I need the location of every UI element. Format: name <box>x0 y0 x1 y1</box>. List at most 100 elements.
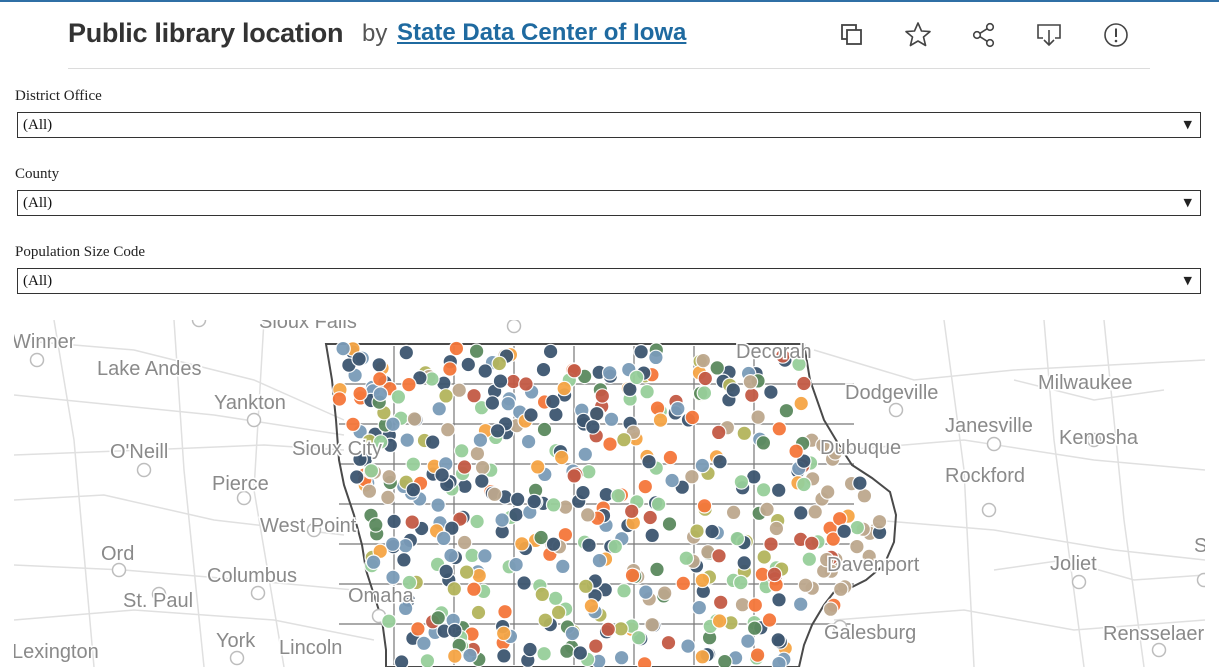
place-label: Pierce <box>212 473 269 495</box>
city-marker <box>306 522 322 538</box>
place-label: Lake Andes <box>97 358 202 380</box>
city-marker <box>1071 574 1087 590</box>
library-dot <box>397 600 414 617</box>
library-dot <box>345 416 361 433</box>
library-dot <box>819 484 836 500</box>
county-value: (All) <box>23 195 53 211</box>
library-dot <box>594 388 611 404</box>
road-line <box>53 320 95 667</box>
chevron-down-icon: ▼ <box>1183 118 1192 131</box>
library-dot <box>581 537 597 553</box>
road-line <box>14 444 345 456</box>
library-dot <box>771 655 787 667</box>
road-network <box>14 320 1205 667</box>
library-dot <box>652 412 669 428</box>
library-dot <box>733 474 750 490</box>
road-line <box>14 564 355 591</box>
library-dot <box>729 530 746 547</box>
library-dot <box>424 434 441 450</box>
library-dot <box>770 632 786 648</box>
library-dot <box>397 537 414 554</box>
library-dot <box>607 538 624 555</box>
library-dot <box>684 409 701 426</box>
population-size-code-select[interactable]: (All) ▼ <box>17 268 1201 294</box>
population-size-code-label: Population Size Code <box>15 244 145 260</box>
library-dot <box>585 419 601 435</box>
library-dot <box>533 529 549 546</box>
library-dot <box>697 370 714 387</box>
road-line <box>253 320 285 667</box>
library-dot <box>545 393 561 410</box>
library-dot <box>405 456 422 472</box>
library-dot <box>494 512 510 528</box>
library-dot <box>331 391 348 407</box>
library-dot <box>796 375 812 392</box>
library-dot <box>472 432 489 448</box>
map-canvas[interactable]: Sioux Falls Winner Lake Andes Yankton O'Neil… <box>14 320 1205 667</box>
library-dot <box>457 478 473 495</box>
library-dot <box>743 387 760 403</box>
library-dot <box>564 625 581 642</box>
place-label: Rensselaer <box>1103 623 1205 645</box>
library-dot <box>352 385 368 402</box>
library-dot <box>732 574 749 591</box>
share-icon[interactable] <box>969 20 999 50</box>
library-dot <box>747 597 764 613</box>
city-marker <box>136 462 152 478</box>
library-dot <box>371 356 387 373</box>
library-dot <box>443 520 460 536</box>
library-dot <box>796 476 812 493</box>
library-dot <box>386 513 402 530</box>
place-label: Lincoln <box>279 637 342 659</box>
library-dot <box>446 581 463 597</box>
place-label: Lexington <box>14 641 99 663</box>
library-dot <box>766 566 783 583</box>
library-dot <box>624 567 641 584</box>
library-dot <box>815 437 831 453</box>
place-label: Rockford <box>945 465 1025 487</box>
library-dot <box>553 449 570 466</box>
district-office-select[interactable]: (All) ▼ <box>17 112 1201 138</box>
library-dot <box>791 356 807 373</box>
library-dot <box>710 424 727 441</box>
library-dot <box>613 649 630 666</box>
library-dot <box>456 534 473 551</box>
library-dot <box>644 527 660 544</box>
library-dot <box>446 648 463 664</box>
library-dot <box>348 469 365 485</box>
author-link[interactable]: State Data Center of Iowa <box>397 19 687 46</box>
library-dot <box>749 647 766 663</box>
library-dot <box>678 550 695 566</box>
library-dot <box>803 535 820 552</box>
library-dot <box>660 634 677 651</box>
place-label: Sioux Falls <box>259 320 357 333</box>
library-dot <box>694 457 711 474</box>
library-dot <box>474 459 491 476</box>
library-dot <box>577 446 594 463</box>
library-dot <box>545 497 562 513</box>
library-dot <box>768 520 785 537</box>
library-dot <box>630 629 647 646</box>
library-dot <box>508 556 524 573</box>
place-label: Dodgeville <box>845 382 938 404</box>
library-dot <box>788 443 804 459</box>
place-label: Galesburg <box>824 622 916 644</box>
city-marker <box>888 402 904 418</box>
report-icon[interactable] <box>1101 20 1131 50</box>
library-dot <box>477 363 493 379</box>
library-dot <box>827 445 843 461</box>
library-map[interactable]: Sioux Falls Winner Lake Andes Yankton O'Neil… <box>14 320 1205 667</box>
duplicate-icon[interactable] <box>837 20 867 50</box>
library-dot <box>430 497 446 513</box>
library-dot <box>711 548 727 564</box>
library-dot <box>664 472 680 489</box>
county-select[interactable]: (All) ▼ <box>17 190 1201 216</box>
library-dot <box>736 555 752 571</box>
library-dot <box>473 473 490 489</box>
download-icon[interactable] <box>1034 20 1064 50</box>
library-dot <box>396 552 412 568</box>
library-dot <box>616 582 632 599</box>
library-dot <box>491 355 508 372</box>
library-dot <box>372 434 389 450</box>
favorite-star-icon[interactable] <box>903 20 933 50</box>
